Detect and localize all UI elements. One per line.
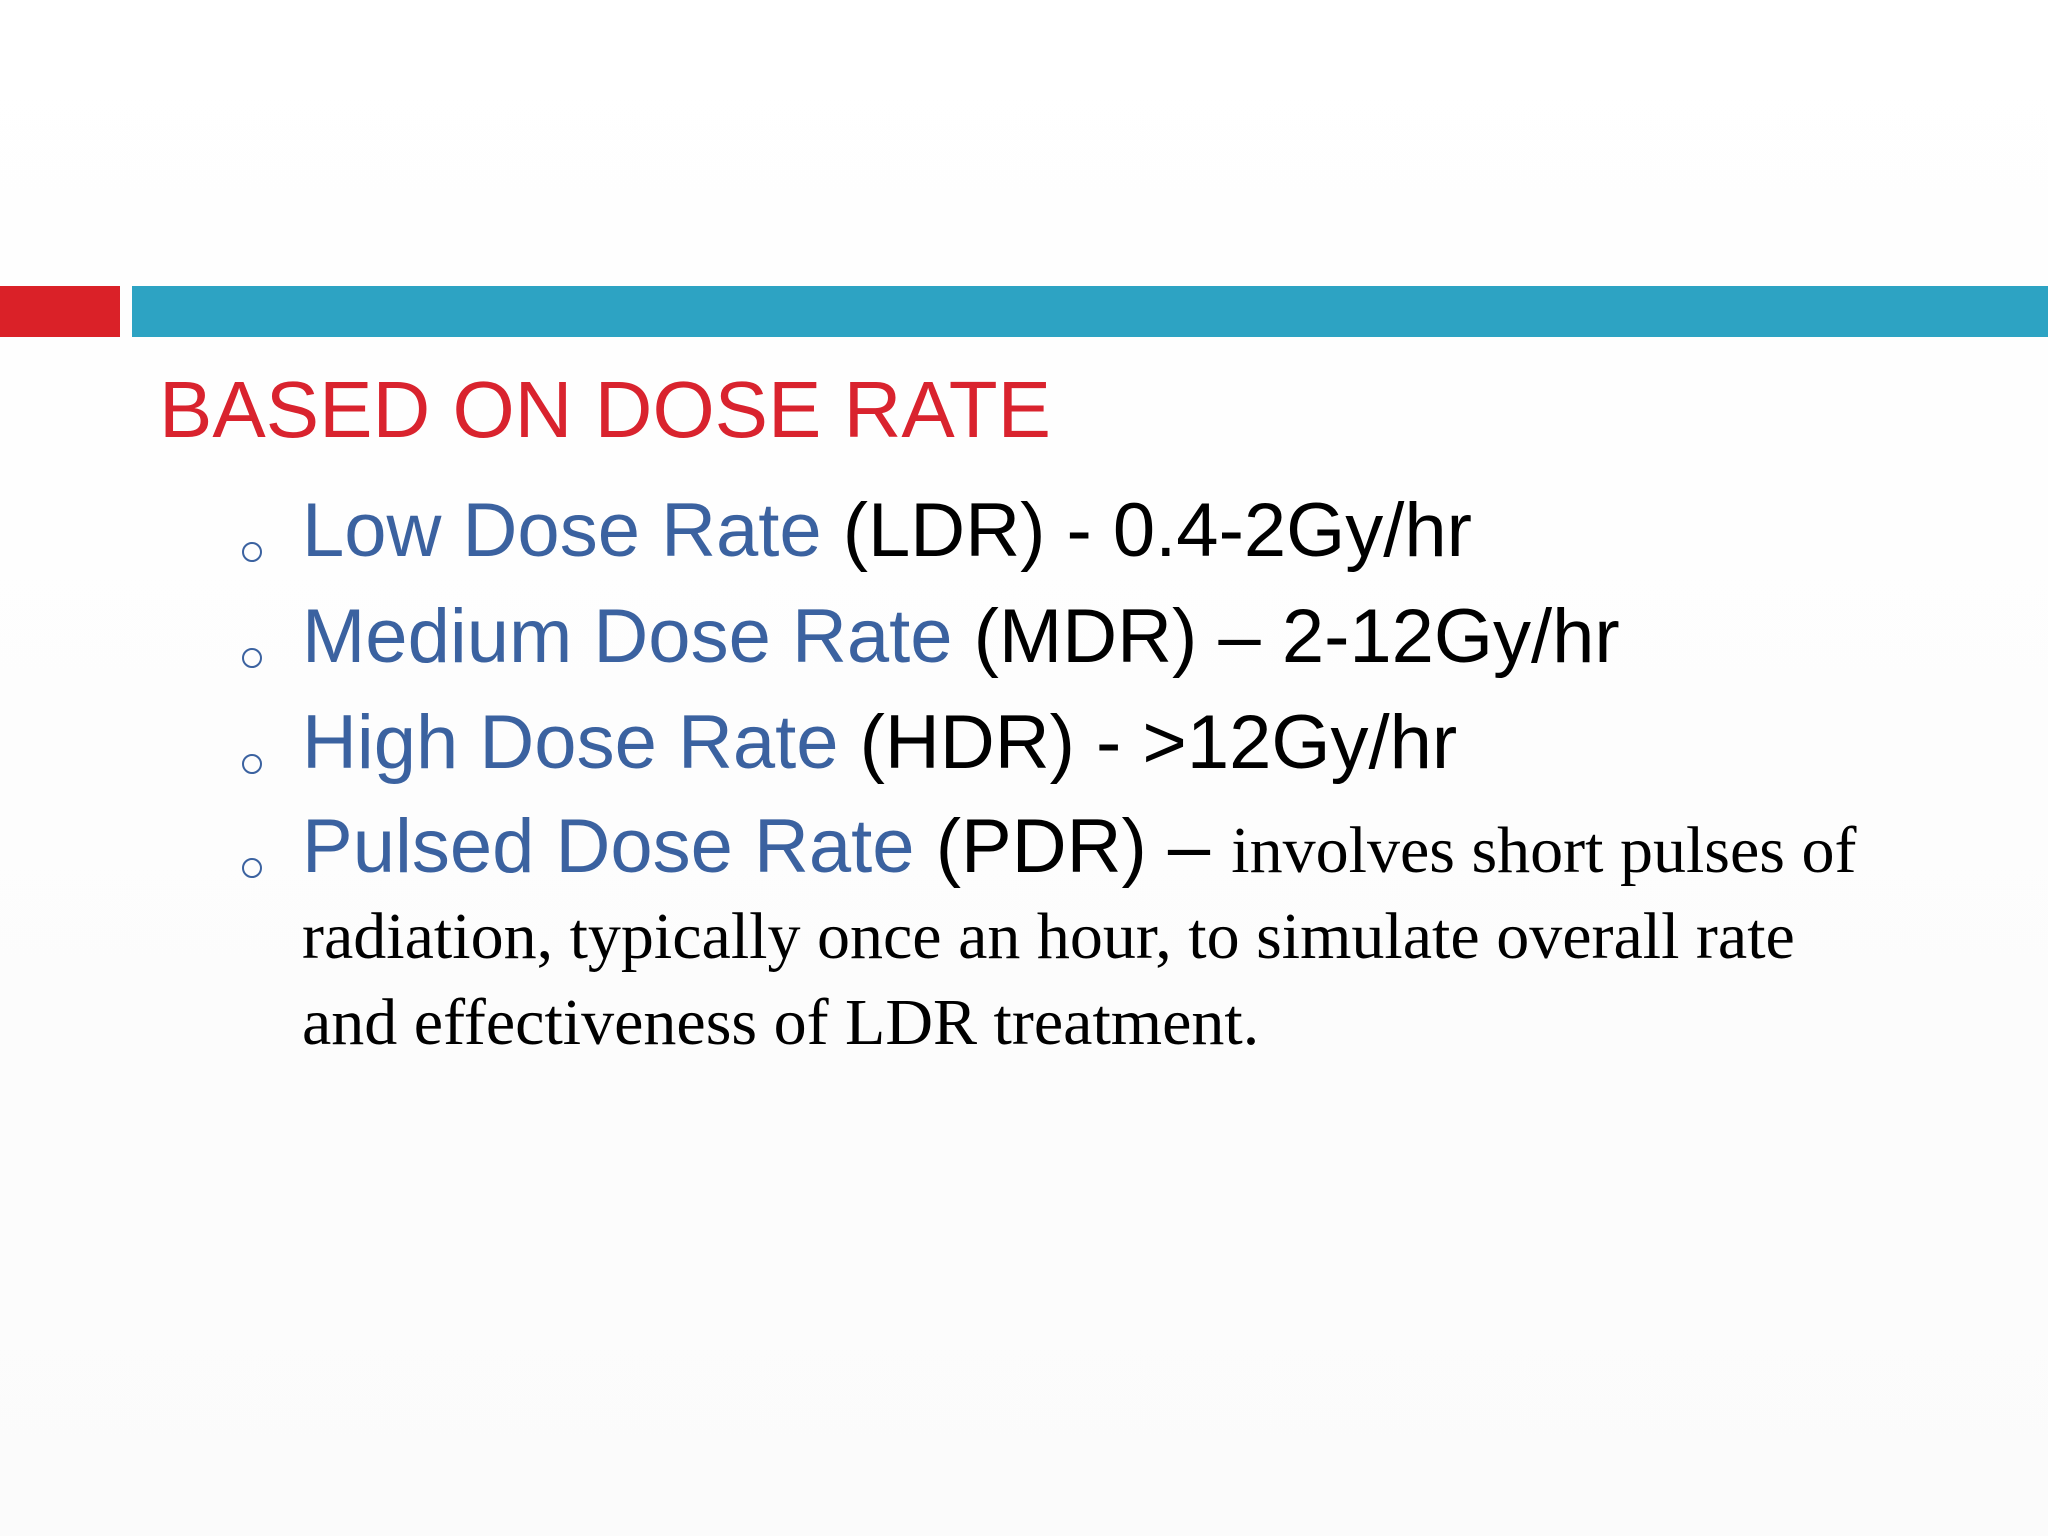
blue-bar: [132, 286, 2048, 337]
bullet-item: Medium Dose Rate (MDR) – 2-12Gy/hr: [242, 594, 1882, 679]
term: Medium Dose Rate: [302, 594, 953, 679]
term: Pulsed Dose Rate: [302, 804, 915, 889]
red-bar: [0, 286, 120, 337]
bullet: [242, 648, 262, 668]
description: involves short pulses of radiation, typi…: [302, 814, 1857, 1059]
detail: (MDR) – 2-12Gy/hr: [973, 594, 1620, 679]
bullet-item: High Dose Rate (HDR) - >12Gy/hr: [242, 700, 1882, 785]
bullet: [242, 542, 262, 562]
detail: (HDR) - >12Gy/hr: [859, 700, 1458, 785]
bullet: [242, 858, 262, 878]
slide-title: BASED ON DOSE RATE: [159, 365, 1052, 454]
detail: (PDR) –: [935, 804, 1211, 889]
term: High Dose Rate: [302, 700, 839, 785]
bullet: [242, 754, 262, 774]
bullet-item: Low Dose Rate (LDR) - 0.4-2Gy/hr: [242, 488, 1882, 573]
bullet-item: Pulsed Dose Rate (PDR) – involves short …: [242, 804, 1882, 1064]
detail: (LDR) - 0.4-2Gy/hr: [842, 488, 1472, 573]
term: Low Dose Rate: [302, 488, 822, 573]
